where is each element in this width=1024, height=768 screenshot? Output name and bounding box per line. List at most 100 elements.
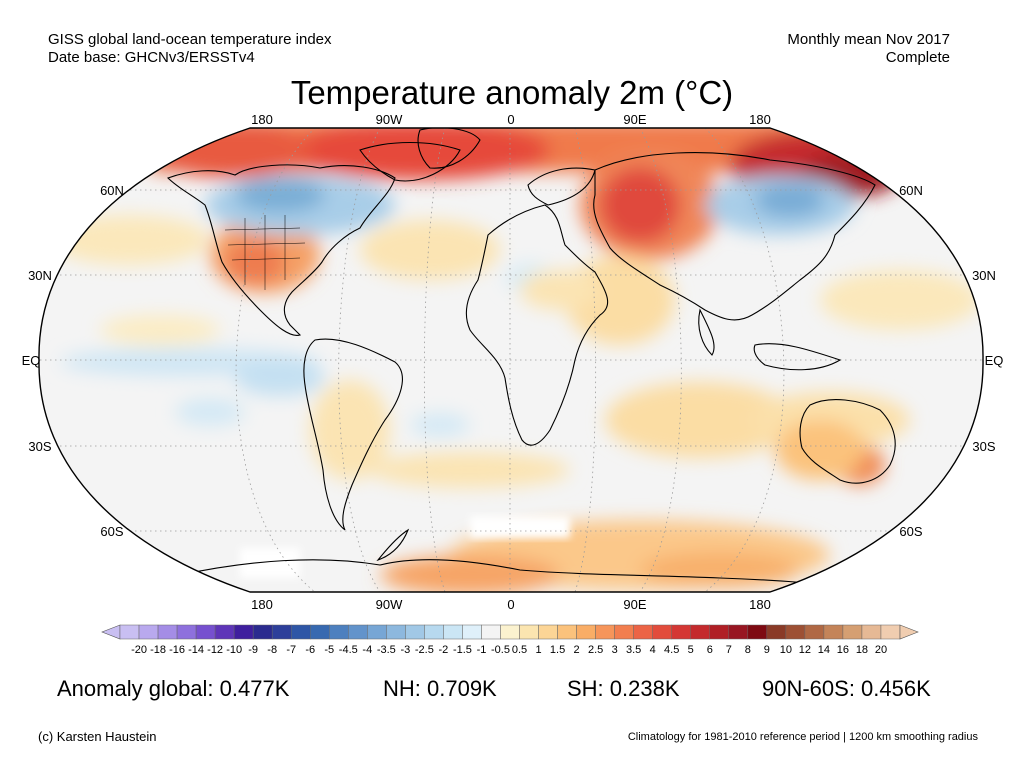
colorbar-tick-label: -12 xyxy=(207,644,223,656)
colorbar-box xyxy=(842,624,863,640)
colorbar-tick-label: -16 xyxy=(169,644,185,656)
lat-labels-left: 60N 30N EQ 30S 60S xyxy=(22,183,124,539)
polar-anomaly: 90N-60S: 0.456K xyxy=(762,676,931,701)
colorbar-tick-label: -7 xyxy=(286,644,296,656)
colorbar-box xyxy=(443,624,463,640)
lat-label: 60N xyxy=(100,183,124,198)
colorbar-tick-label: 3 xyxy=(612,644,618,656)
colorbar-tick-label: 7 xyxy=(726,644,732,656)
colorbar-tick-label: -20 xyxy=(131,644,147,656)
colorbar-box xyxy=(709,624,730,640)
colorbar-tick-label: 8 xyxy=(745,644,751,656)
colorbar-tick-label: -9 xyxy=(248,644,258,656)
lon-labels-bottom: 180 90W 0 90E 180 xyxy=(251,597,771,612)
colorbar-tick-label: -4 xyxy=(362,644,372,656)
colorbar-tick-label: -18 xyxy=(150,644,166,656)
colorbar-box xyxy=(367,624,387,640)
colorbar-tick-label: -3 xyxy=(400,644,410,656)
lon-label: 90W xyxy=(376,112,403,127)
lat-label: 30S xyxy=(972,439,995,454)
colorbar-tick-label: 18 xyxy=(856,644,868,656)
climatology-note: Climatology for 1981-2010 reference peri… xyxy=(627,731,978,743)
lon-labels-top: 180 90W 0 90E 180 xyxy=(251,112,771,127)
map-border xyxy=(38,127,984,593)
colorbar-arrow-left xyxy=(101,624,121,640)
colorbar-box xyxy=(576,624,596,640)
lon-label: 180 xyxy=(251,112,273,127)
global-anomaly: Anomaly global: 0.477K xyxy=(57,676,290,701)
colorbar-box xyxy=(290,624,311,640)
colorbar-box xyxy=(595,624,615,640)
colorbar-tick-label: -8 xyxy=(267,644,277,656)
colorbar-tick-label: 2.5 xyxy=(588,644,603,656)
lon-label: 90W xyxy=(376,597,403,612)
lon-label: 180 xyxy=(749,597,771,612)
colorbar-box xyxy=(329,624,349,640)
lon-label: 180 xyxy=(251,597,273,612)
colorbar-tick-label: 6 xyxy=(707,644,713,656)
colorbar-tick-label: -1.5 xyxy=(453,644,472,656)
dataset-title: GISS global land-ocean temperature index xyxy=(48,31,332,48)
state-borders xyxy=(224,215,306,290)
colorbar-tick-label: 14 xyxy=(818,644,830,656)
lat-label: 60N xyxy=(899,183,923,198)
colorbar-tick-labels: -20 -18 -16 -14 -12 -10 -9 -8 -7 -6 -5 -4.5 -4 -3.5 -3… xyxy=(131,644,887,656)
header-right: Monthly mean Nov 2017 Complete xyxy=(787,31,950,67)
colorbar-box xyxy=(747,624,768,640)
colorbar-tick-label: -4.5 xyxy=(339,644,358,656)
colorbar-box xyxy=(195,624,216,640)
completeness-label: Complete xyxy=(885,49,950,66)
colorbar-box xyxy=(538,624,558,640)
colorbar-box xyxy=(309,624,330,640)
lon-label: 90E xyxy=(623,112,646,127)
colorbar-tick-label: 9 xyxy=(764,644,770,656)
lat-label: 30S xyxy=(28,439,51,454)
header-left: GISS global land-ocean temperature index… xyxy=(48,31,332,67)
colorbar-box xyxy=(804,624,825,640)
colorbar-box xyxy=(728,624,749,640)
colorbar-tick-label: 20 xyxy=(875,644,887,656)
nh-anomaly: NH: 0.709K xyxy=(383,676,497,701)
colorbar-tick-label: 3.5 xyxy=(626,644,641,656)
sh-anomaly: SH: 0.238K xyxy=(567,676,680,701)
anomaly-field xyxy=(38,128,984,592)
anomaly-stats: Anomaly global: 0.477K NH: 0.709K SH: 0.… xyxy=(0,676,1024,706)
colorbar-box xyxy=(500,624,520,640)
colorbar-box xyxy=(614,624,634,640)
period-label: Monthly mean Nov 2017 xyxy=(787,31,950,48)
colorbar-box xyxy=(386,624,406,640)
colorbar-tick-label: -2.5 xyxy=(415,644,434,656)
colorbar-box xyxy=(233,624,254,640)
colorbar-box xyxy=(462,624,482,640)
colorbar-tick-label: 1.5 xyxy=(550,644,565,656)
colorbar-tick-label: -14 xyxy=(188,644,204,656)
colorbar-tick-label: 10 xyxy=(780,644,792,656)
colorbar-tick-label: -3.5 xyxy=(377,644,396,656)
colorbar-box xyxy=(880,624,901,640)
colorbar-box xyxy=(519,624,539,640)
colorbar-tick-label: 5 xyxy=(688,644,694,656)
colorbar-tick-label: -6 xyxy=(305,644,315,656)
colorbar-box xyxy=(671,624,691,640)
colorbar-tick-label: -10 xyxy=(226,644,242,656)
lat-label: EQ xyxy=(985,353,1004,368)
colorbar-box xyxy=(861,624,882,640)
lat-label: 30N xyxy=(972,268,996,283)
colorbar-tick-label: 12 xyxy=(799,644,811,656)
lon-label: 0 xyxy=(507,112,514,127)
colorbar-tick-label: -1 xyxy=(477,644,487,656)
colorbar-tick-label: -5 xyxy=(324,644,334,656)
colorbar: -20 -18 -16 -14 -12 -10 -9 -8 -7 -6 -5 -4.5 -4 -3.5 -3… xyxy=(101,624,919,656)
colorbar-box xyxy=(252,624,273,640)
colorbar-box xyxy=(557,624,577,640)
colorbar-box xyxy=(348,624,368,640)
colorbar-tick-label: 4 xyxy=(650,644,656,656)
colorbar-box xyxy=(481,624,501,640)
lon-label: 180 xyxy=(749,112,771,127)
world-map: 180 90W 0 90E 180 180 90W 0 90E 180 60N … xyxy=(22,112,1004,612)
colorbar-box xyxy=(157,624,178,640)
colorbar-arrow-right xyxy=(899,624,919,640)
colorbar-box xyxy=(138,624,159,640)
lon-label: 90E xyxy=(623,597,646,612)
colorbar-box xyxy=(766,624,787,640)
